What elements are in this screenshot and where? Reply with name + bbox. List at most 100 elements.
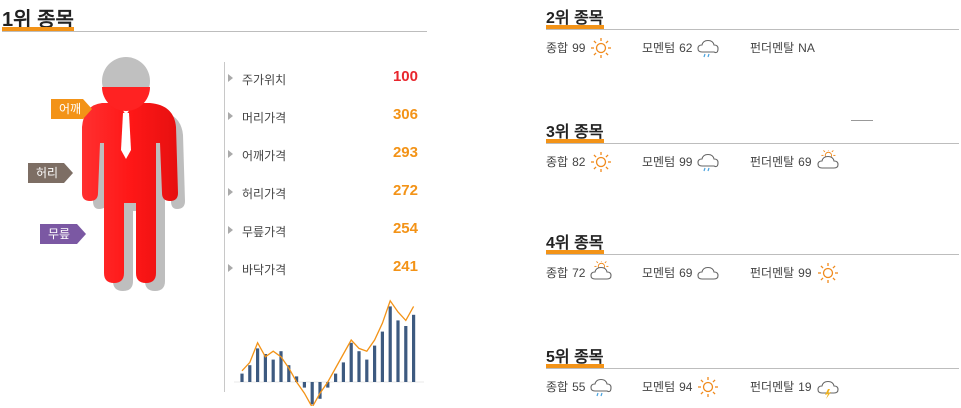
metric-label: 펀더멘탈	[750, 266, 795, 281]
metric-value: 69	[679, 266, 693, 281]
sun-icon	[696, 375, 720, 399]
metric-label: 종합	[546, 380, 569, 395]
metric-value: NA	[798, 41, 815, 55]
arrow-right-icon	[228, 150, 233, 158]
metric-value: 99	[679, 155, 693, 170]
chart-bar	[341, 362, 345, 382]
rank-metric: 펀더멘탈 69	[750, 148, 850, 174]
chart-bar	[373, 345, 377, 382]
rain-cloud-icon	[696, 150, 720, 174]
chart-bar	[287, 365, 291, 382]
price-value: 306	[392, 106, 418, 123]
price-divider	[224, 62, 225, 392]
rank-metric: 모멘텀 99	[642, 151, 742, 173]
chart-bar	[326, 382, 330, 388]
metric-value: 62	[679, 41, 693, 56]
price-label: 어깨가격	[242, 149, 287, 163]
metric-value: 72	[572, 266, 586, 281]
metric-label: 모멘텀	[642, 266, 676, 281]
rank-title-accent	[546, 250, 604, 254]
chart-bar	[279, 351, 283, 382]
chart-bar	[263, 354, 267, 382]
figure-body	[82, 103, 178, 283]
cloud-icon	[696, 261, 720, 285]
metric-label: 펀더멘탈	[750, 155, 795, 170]
price-label: 머리가격	[242, 111, 287, 125]
price-value: 241	[392, 258, 418, 275]
rank-title-underline	[546, 254, 959, 255]
chart-bar	[310, 382, 314, 405]
price-row: 허리가격 272	[228, 182, 420, 202]
waist-tag: 허리	[28, 163, 73, 183]
metric-label: 펀더멘탈	[750, 41, 795, 55]
metric-value: 99	[798, 266, 812, 281]
chart-bar	[357, 351, 361, 382]
rank-metric: 펀더멘탈 19	[750, 376, 850, 399]
rank-title-underline	[546, 29, 959, 30]
rain-cloud-icon	[589, 375, 613, 399]
rank1-title: 1위 종목	[2, 9, 74, 31]
chart-bar	[349, 342, 353, 382]
rank-title: 4위 종목	[546, 235, 604, 252]
chart-bar	[404, 326, 408, 382]
rank-metric: 종합 72	[546, 259, 646, 285]
metric-value: 94	[679, 380, 693, 395]
rank-title-underline	[546, 143, 959, 144]
price-row: 바닥가격 241	[228, 258, 420, 278]
metric-value: 19	[798, 380, 812, 395]
body-figure	[82, 57, 185, 291]
metric-label: 펀더멘탈	[750, 380, 795, 395]
metric-value: 69	[798, 155, 812, 170]
sun-icon	[816, 261, 840, 285]
sun-icon	[589, 150, 613, 174]
chart-bar	[388, 306, 392, 382]
price-value: 293	[392, 144, 418, 161]
knee-tag: 무릎	[40, 224, 86, 244]
chart-bar	[412, 314, 416, 382]
rank1-title-underline	[2, 31, 427, 32]
chart-bar	[396, 320, 400, 382]
rain-cloud-icon	[696, 36, 720, 60]
price-row: 주가위치 100	[228, 68, 420, 88]
chart-bar	[271, 359, 275, 382]
chart-bar	[302, 382, 306, 388]
rank-metric: 종합 99	[546, 37, 646, 59]
sun-icon	[589, 36, 613, 60]
metric-label: 모멘텀	[642, 155, 676, 170]
metric-label: 모멘텀	[642, 41, 676, 56]
metric-value: 55	[572, 380, 586, 395]
rank-metric: 펀더멘탈 99	[750, 262, 850, 284]
chart-bar	[380, 331, 384, 382]
price-row: 어깨가격 293	[228, 144, 420, 164]
arrow-right-icon	[228, 226, 233, 234]
arrow-right-icon	[228, 188, 233, 196]
rank-title-accent	[546, 364, 604, 368]
chart-bar	[334, 373, 338, 382]
price-label: 바닥가격	[242, 263, 287, 277]
rank-title: 2위 종목	[546, 10, 604, 27]
rank-metric: 종합 82	[546, 151, 646, 173]
rank-title: 5위 종목	[546, 349, 604, 366]
rank-title-accent	[546, 139, 604, 143]
rank-title-underline	[546, 368, 959, 369]
price-row: 무릎가격 254	[228, 220, 420, 240]
metric-label: 종합	[546, 41, 569, 56]
price-row: 머리가격 306	[228, 106, 420, 126]
metric-label: 모멘텀	[642, 380, 676, 395]
arrow-right-icon	[228, 112, 233, 120]
partly-cloudy-icon	[589, 259, 613, 285]
arrow-right-icon	[228, 264, 233, 272]
metric-label: 종합	[546, 155, 569, 170]
price-label: 무릎가격	[242, 225, 287, 239]
shoulder-tag: 어깨	[51, 99, 92, 119]
decor-dash	[851, 120, 873, 121]
chart-bar	[248, 365, 252, 382]
partly-cloudy-icon	[816, 148, 840, 174]
metric-value: 99	[572, 41, 586, 56]
price-value: 272	[392, 182, 418, 199]
chart-bar	[295, 376, 299, 382]
price-value: 100	[392, 68, 418, 85]
rank-title: 3위 종목	[546, 124, 604, 141]
chart-bar	[256, 348, 260, 382]
price-chart	[234, 299, 424, 406]
